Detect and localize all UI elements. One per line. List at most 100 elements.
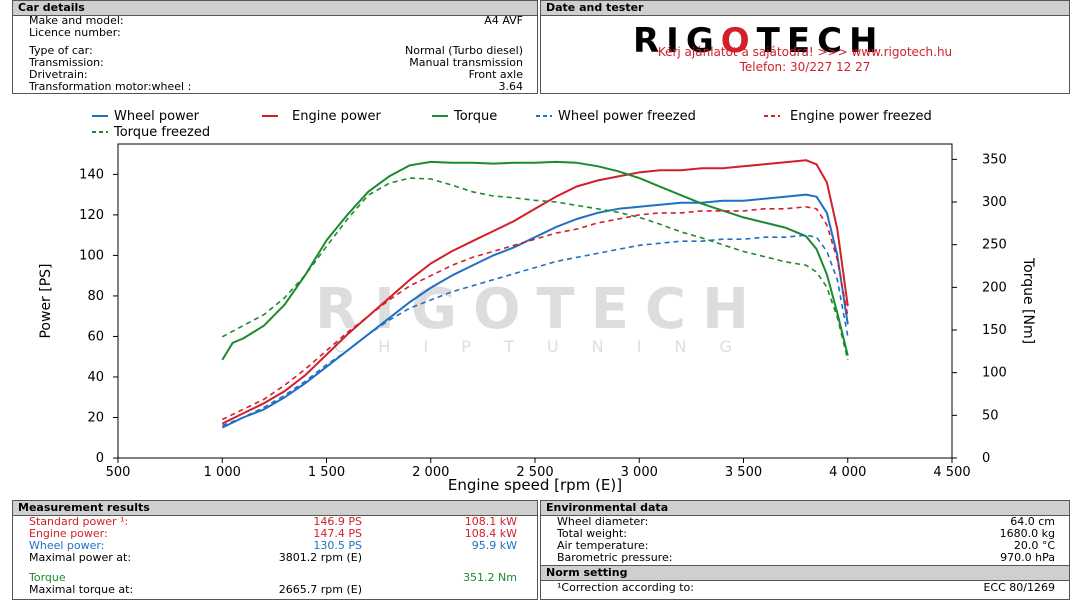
environment-row: Wheel diameter: 64.0 cm (541, 516, 1069, 528)
x-tick-label: 2 000 (412, 465, 449, 480)
measurement-label: Maximal torque at: (29, 583, 134, 596)
promo-text: Kérj ajánlatot a sajátodra! >>> www.rigo… (657, 45, 953, 59)
ratio-value: 3.64 (498, 80, 524, 93)
measurement-value-1: 147.4 PS (313, 527, 362, 540)
measurement-value-1: 2665.7 rpm (E) (278, 583, 362, 596)
chart-plot (221, 159, 849, 429)
legend-label: Wheel power (114, 109, 200, 124)
ratio-label: Transformation motor:wheel : (29, 80, 192, 93)
logo-mark: O (720, 21, 757, 61)
x-tick-label: 3 500 (725, 465, 762, 480)
y2-tick-label: 50 (982, 408, 999, 423)
y2-tick-label: 250 (982, 238, 1007, 253)
measurement-row: Maximal power at: 3801.2 rpm (E) (13, 552, 537, 564)
measurement-label: Engine power: (29, 527, 108, 540)
environment-row: Barometric pressure: 970.0 hPa (541, 552, 1069, 564)
drivetrain-value: Front axle (468, 68, 523, 81)
y2-tick-label: 200 (982, 280, 1007, 295)
y-tick-label: 80 (87, 289, 104, 304)
chart-axes: 500 1 000 1 500 2 000 2 500 3 000 3 500 4 000 4 … (38, 143, 1036, 494)
y-axis-label: Power [PS] (38, 263, 54, 338)
measurement-row: Standard power ¹: 146.9 PS 108.1 kW (13, 516, 537, 528)
measurement-row: Engine power: 147.4 PS 108.4 kW (13, 528, 537, 540)
environment-label: Total weight: (557, 527, 627, 540)
make-label: Make and model: (29, 14, 124, 27)
y-tick-label: 40 (87, 370, 104, 385)
legend-label: Engine power (292, 109, 382, 124)
licence-label: Licence number: (29, 26, 121, 39)
environment-label: Wheel diameter: (557, 515, 649, 528)
norm-panel: Norm setting ¹Correction according to: EC… (540, 565, 1070, 600)
environment-panel: Environmental data Wheel diameter: 64.0 c… (540, 500, 1070, 566)
y2-tick-label: 0 (982, 451, 990, 466)
measurement-value-2: 108.1 kW (464, 515, 517, 528)
measurement-label: Standard power ¹: (29, 515, 129, 528)
legend-label: Torque freezed (113, 125, 210, 140)
measurement-value-2: 351.2 Nm (463, 571, 517, 584)
series-line-3 (222, 234, 849, 427)
x-tick-label: 4 000 (829, 465, 866, 480)
logo-text-post: TECH (756, 21, 885, 61)
watermark-sub: C H I P T U N I N G (334, 337, 746, 356)
measurement-panel: Measurement results Standard power ¹: 146… (12, 500, 538, 600)
y-tick-label: 60 (87, 329, 104, 344)
environment-header: Environmental data (541, 501, 1069, 516)
watermark: RIGOTECH C H I P T U N I N G (315, 277, 749, 356)
type-label: Type of car: (29, 44, 93, 57)
environment-value: 1680.0 kg (999, 527, 1055, 540)
car-details-header: Car details (13, 1, 537, 16)
measurement-label: Wheel power: (29, 539, 105, 552)
legend-label: Engine power freezed (790, 109, 932, 124)
car-details-panel: Car details Make and model: A4 AVF Licenc… (12, 0, 538, 94)
x-tick-label: 3 000 (621, 465, 658, 480)
environment-value: 64.0 cm (1010, 515, 1055, 528)
measurement-header: Measurement results (13, 501, 537, 516)
environment-value: 970.0 hPa (1000, 551, 1055, 564)
x-tick-label: 2 500 (516, 465, 553, 480)
make-value: A4 AVF (484, 14, 523, 27)
y2-tick-label: 100 (982, 366, 1007, 381)
y2-axis-label: Torque [Nm] (1020, 257, 1036, 344)
environment-label: Air temperature: (557, 539, 649, 552)
x-tick-label: 1 000 (204, 465, 241, 480)
x-tick-label: 1 500 (308, 465, 345, 480)
measurement-value-2: 95.9 kW (471, 539, 517, 552)
series-line-4 (221, 206, 849, 421)
x-axis-label: Engine speed [rpm (E)] (448, 476, 622, 494)
transmission-label: Transmission: (29, 56, 104, 69)
norm-header: Norm setting (541, 566, 1069, 581)
measurement-label: Maximal power at: (29, 551, 132, 564)
measurement-row: Torque 351.2 Nm (13, 572, 537, 584)
environment-label: Barometric pressure: (557, 551, 673, 564)
transmission-value: Manual transmission (409, 56, 523, 69)
measurement-row: Maximal torque at: 2665.7 rpm (E) (13, 584, 537, 596)
y2-tick-label: 350 (982, 152, 1007, 167)
legend-label: Torque (453, 109, 497, 124)
series-line-5 (221, 177, 849, 361)
tester-panel: Date and tester RIGOTECH Kérj ajánlatot … (540, 0, 1070, 94)
rigotech-logo: RIGOTECH (541, 15, 1069, 61)
y-tick-label: 120 (79, 208, 104, 223)
environment-value: 20.0 °C (1013, 539, 1055, 552)
norm-label: ¹Correction according to: (557, 581, 694, 594)
phone-text: Telefon: 30/227 12 27 (739, 60, 871, 74)
measurement-value-2: 108.4 kW (464, 527, 517, 540)
series-line-1 (221, 159, 849, 425)
y-tick-label: 0 (96, 451, 104, 466)
type-value: Normal (Turbo diesel) (405, 44, 523, 57)
series-line-2 (221, 160, 849, 361)
series-line-0 (221, 193, 849, 429)
measurement-row: Wheel power: 130.5 PS 95.9 kW (13, 540, 537, 552)
x-tick-label: 500 (106, 465, 131, 480)
environment-row: Air temperature: 20.0 °C (541, 540, 1069, 552)
x-tick-label: 4 500 (933, 465, 970, 480)
dyno-chart: RIGOTECH C H I P T U N I N G Wheel power… (38, 109, 1036, 494)
tester-header: Date and tester (541, 1, 1069, 16)
measurement-value-1: 146.9 PS (313, 515, 362, 528)
environment-row: Total weight: 1680.0 kg (541, 528, 1069, 540)
norm-value: ECC 80/1269 (983, 581, 1055, 594)
y2-tick-label: 300 (982, 195, 1007, 210)
y-tick-label: 100 (79, 248, 104, 263)
measurement-value-1: 130.5 PS (313, 539, 362, 552)
measurement-value-1: 3801.2 rpm (E) (278, 551, 362, 564)
